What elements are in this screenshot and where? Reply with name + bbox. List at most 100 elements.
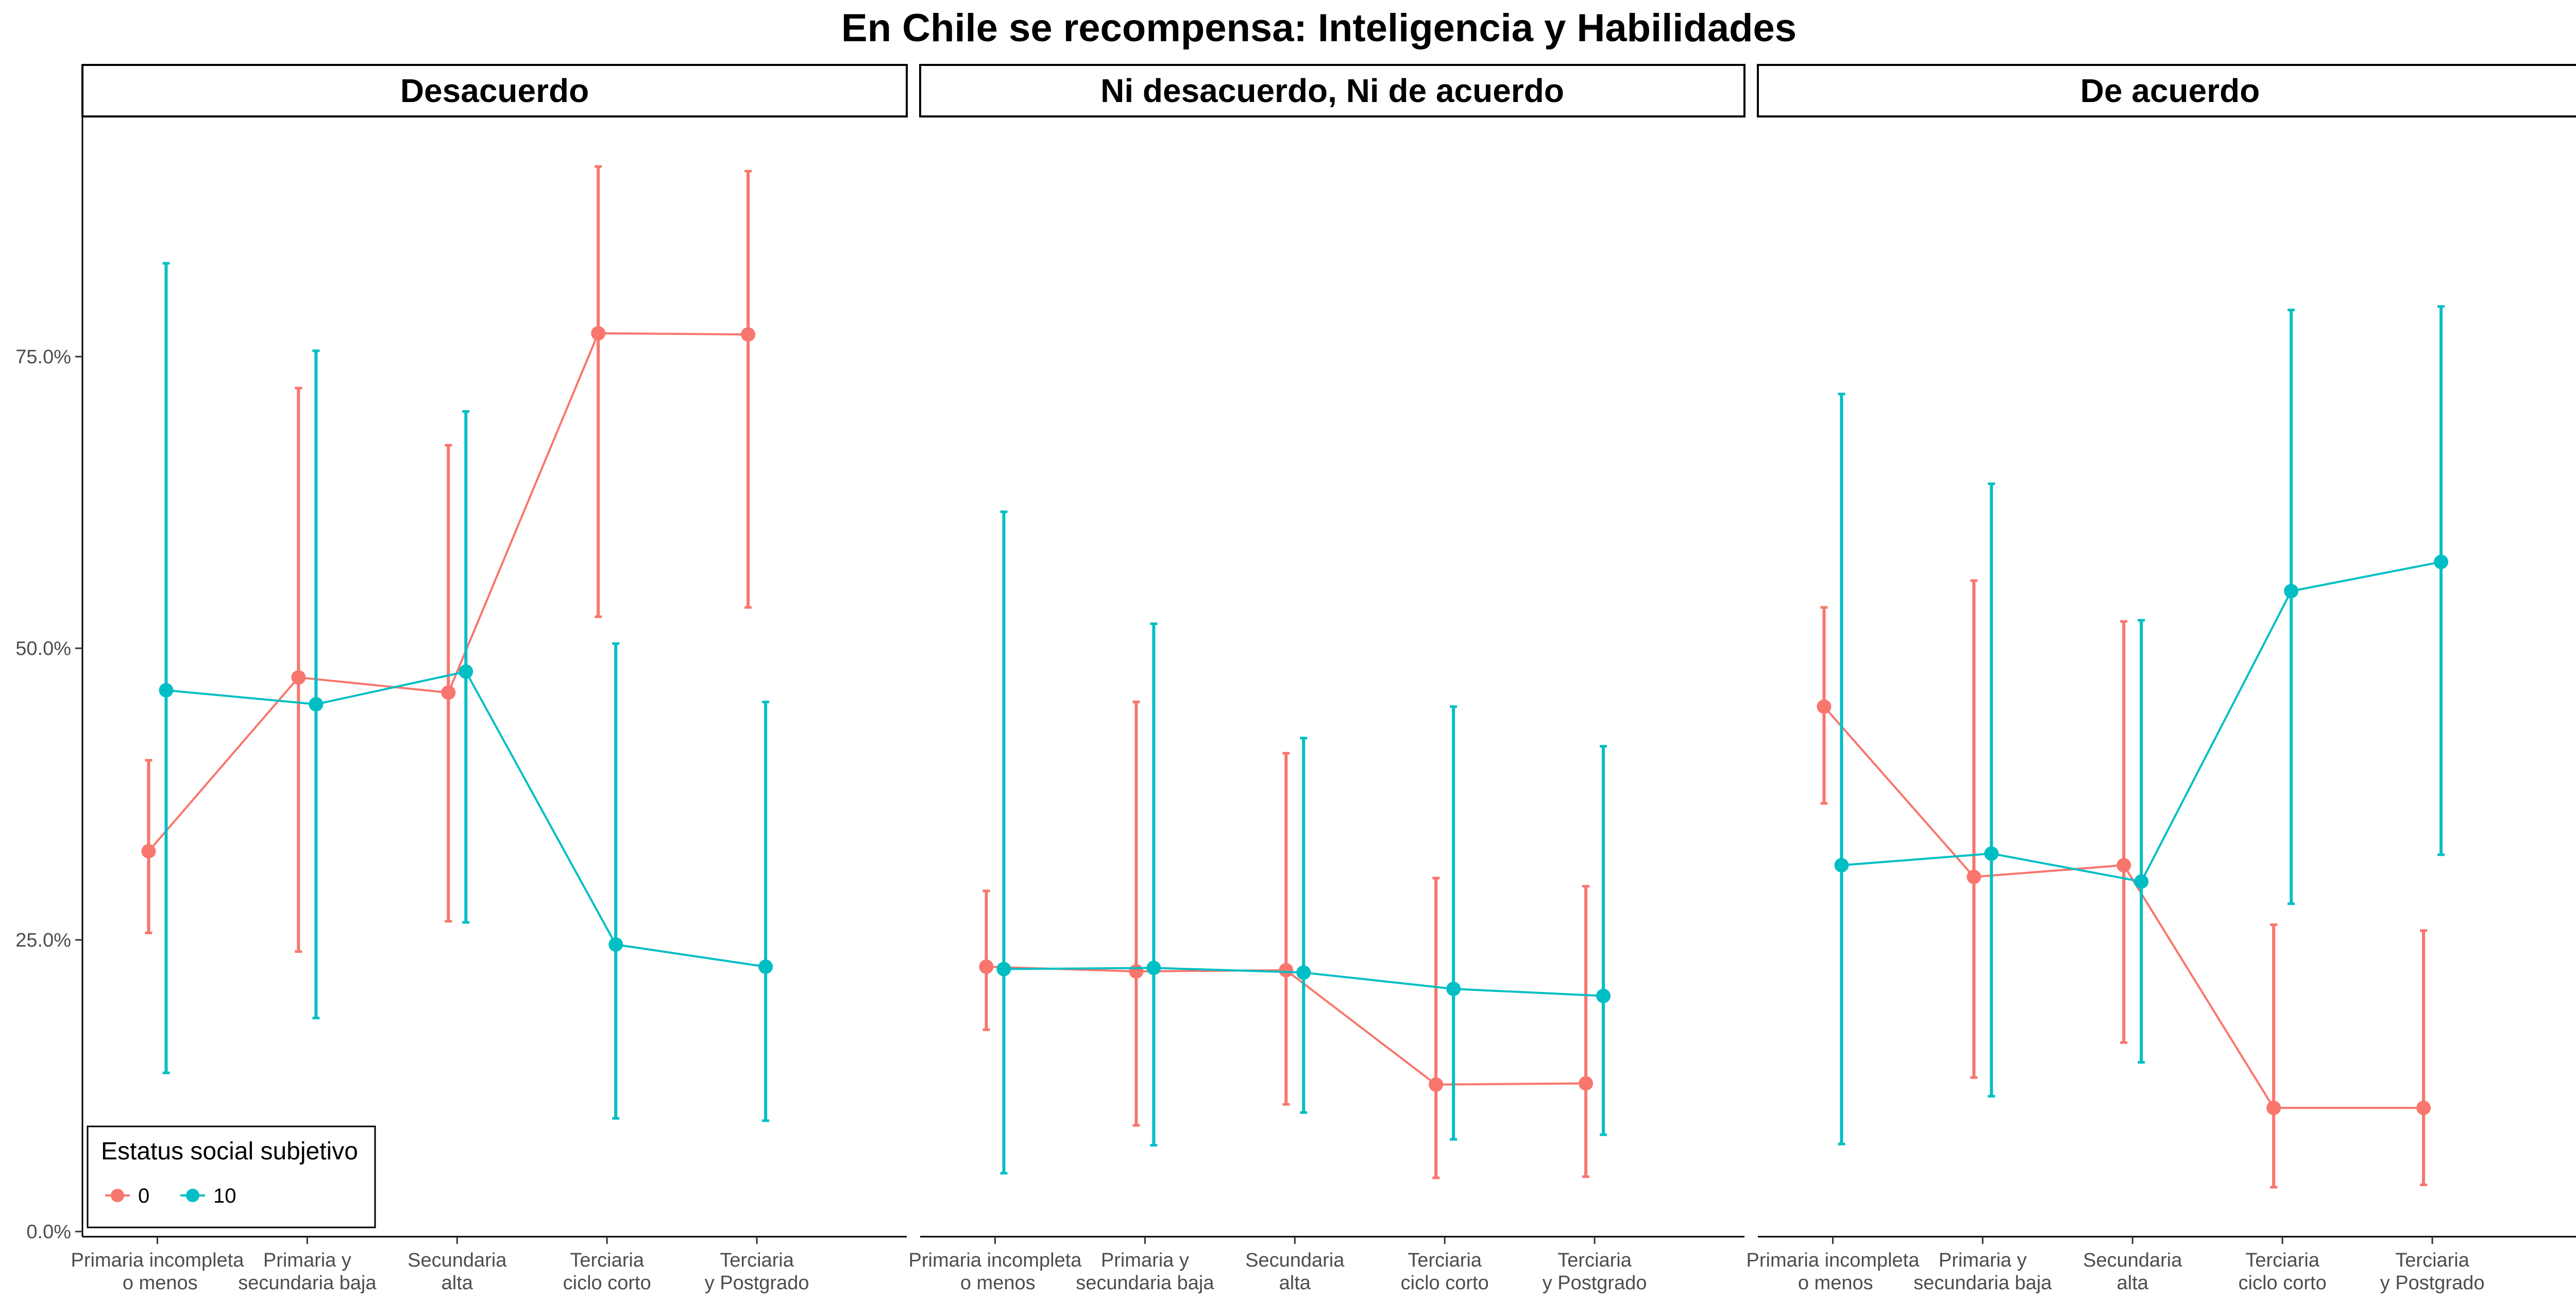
y-axis: 0.0% 25.0% 50.0% 75.0%: [15, 117, 83, 1243]
x-tick-label-line: secundaria baja: [1913, 1272, 2052, 1294]
x-tick-label-line: y Postgrado: [705, 1272, 809, 1294]
x-tick-label-line: o menos: [955, 1272, 1035, 1294]
x-tick-label: Terciaria ciclo corto: [1401, 1250, 1489, 1294]
x-tick-label-line: Secundaria: [2083, 1250, 2182, 1271]
y-tick-label: 75.0%: [15, 346, 71, 368]
x-tick-label-line: Secundaria: [1245, 1250, 1345, 1271]
series-10: [159, 262, 773, 1122]
x-tick-label-line: Terciaria: [2395, 1250, 2469, 1271]
y-tick-label: 50.0%: [15, 638, 71, 660]
data-point: [1146, 960, 1161, 975]
legend-title: Estatus social subjetivo: [101, 1138, 358, 1165]
x-tick-label-line: Terciaria: [570, 1250, 644, 1271]
facet-strip-label: Ni desacuerdo, Ni de acuerdo: [1100, 72, 1564, 109]
data-point: [459, 664, 473, 679]
x-tick-label: Terciaria ciclo corto: [563, 1250, 651, 1294]
data-point: [608, 937, 623, 952]
x-tick-label-line: ciclo corto: [1401, 1272, 1489, 1294]
legend-key-point: [186, 1189, 199, 1202]
x-tick-label-line: Primaria incompleta: [1747, 1250, 1920, 1271]
facet-strip: [1757, 64, 2576, 117]
x-tick-label: Primaria y secundaria baja: [1913, 1250, 2052, 1294]
series-0: [1817, 579, 2431, 1189]
legend-entry: 10: [180, 1185, 236, 1207]
x-tick-label-line: ciclo corto: [2239, 1272, 2327, 1294]
data-point: [159, 683, 174, 698]
x-tick-label-line: alta: [442, 1272, 473, 1294]
x-tick-label-line: secundaria baja: [1076, 1272, 1214, 1294]
chart-title: En Chile se recompensa: Inteligencia y H…: [841, 6, 1797, 50]
data-point: [2416, 1101, 2431, 1116]
data-point: [309, 697, 324, 712]
facet-strip: [81, 64, 908, 117]
x-tick-label-line: Terciaria: [720, 1250, 794, 1271]
x-tick-label-line: Primaria incompleta: [909, 1250, 1082, 1271]
series-0: [141, 165, 756, 953]
x-tick-label-line: Terciaria: [1557, 1250, 1632, 1271]
x-tick-label-line: ciclo corto: [563, 1272, 651, 1294]
x-tick-label: Terciaria y Postgrado: [705, 1250, 809, 1294]
legend-box: [87, 1125, 376, 1228]
data-point: [1129, 964, 1144, 979]
data-point: [1296, 965, 1311, 980]
legend-label: 10: [213, 1185, 236, 1207]
x-tick-label-line: Primaria y: [1939, 1250, 2027, 1271]
data-point: [996, 962, 1011, 976]
x-tick-label: Secundaria alta: [408, 1250, 507, 1294]
facet-strip: [919, 64, 1745, 117]
data-point: [2116, 858, 2131, 873]
data-point: [291, 670, 306, 685]
data-point: [1279, 963, 1294, 977]
x-tick-label: Terciaria y Postgrado: [2380, 1250, 2485, 1294]
x-tick-label-line: o menos: [1792, 1272, 1873, 1294]
x-tick-label-line: alta: [1279, 1272, 1311, 1294]
data-point: [1834, 858, 1849, 873]
y-tick-label: 0.0%: [26, 1221, 71, 1243]
data-point: [591, 326, 606, 341]
data-point: [141, 844, 156, 858]
y-tick-label: 25.0%: [15, 930, 71, 951]
x-tick-label-line: y Postgrado: [1543, 1272, 1647, 1294]
x-tick-label: Primaria incompleta o menos: [71, 1250, 245, 1294]
series-10: [1834, 305, 2449, 1145]
legend-label: 0: [138, 1185, 149, 1207]
data-point: [1446, 982, 1461, 997]
data-point: [979, 959, 994, 974]
data-point: [2134, 874, 2149, 889]
x-tick-label-line: Terciaria: [1408, 1250, 1482, 1271]
x-tick-label-line: alta: [2117, 1272, 2149, 1294]
data-point: [2434, 554, 2449, 569]
data-point: [1817, 699, 1832, 714]
series-0: [979, 700, 1594, 1179]
x-tick-label-line: o menos: [117, 1272, 197, 1294]
x-tick-label-line: Terciaria: [2245, 1250, 2319, 1271]
x-tick-label: Terciaria y Postgrado: [1543, 1250, 1647, 1294]
x-tick-label-line: secundaria baja: [238, 1272, 377, 1294]
x-tick-label-line: Primaria incompleta: [71, 1250, 245, 1271]
series-10: [996, 510, 1611, 1175]
data-point: [1596, 988, 1611, 1003]
data-point: [1429, 1077, 1444, 1092]
x-tick-label: Primaria y secundaria baja: [1076, 1250, 1214, 1294]
legend: Estatus social subjetivo 0 10: [87, 1125, 376, 1228]
x-tick-label: Primaria incompleta o menos: [909, 1250, 1082, 1294]
x-tick-label-line: Primaria y: [1101, 1250, 1189, 1271]
data-point: [1579, 1076, 1594, 1091]
facet-strip-label: De acuerdo: [2080, 72, 2260, 109]
x-tick-label: Secundaria alta: [2083, 1250, 2182, 1294]
legend-key-point: [111, 1189, 124, 1202]
x-tick-label: Primaria incompleta o menos: [1747, 1250, 1920, 1294]
data-point: [1967, 869, 1981, 884]
x-tick-label-line: Secundaria: [408, 1250, 507, 1271]
facet-panel: Ni desacuerdo, Ni de acuerdo Primaria inc…: [909, 64, 1745, 1294]
data-point: [741, 327, 756, 342]
x-tick-label-line: y Postgrado: [2380, 1272, 2485, 1294]
x-tick-label: Secundaria alta: [1245, 1250, 1345, 1294]
x-tick-label: Primaria y secundaria baja: [238, 1250, 377, 1294]
data-point: [2284, 584, 2299, 599]
x-tick-label: Terciaria ciclo corto: [2239, 1250, 2327, 1294]
